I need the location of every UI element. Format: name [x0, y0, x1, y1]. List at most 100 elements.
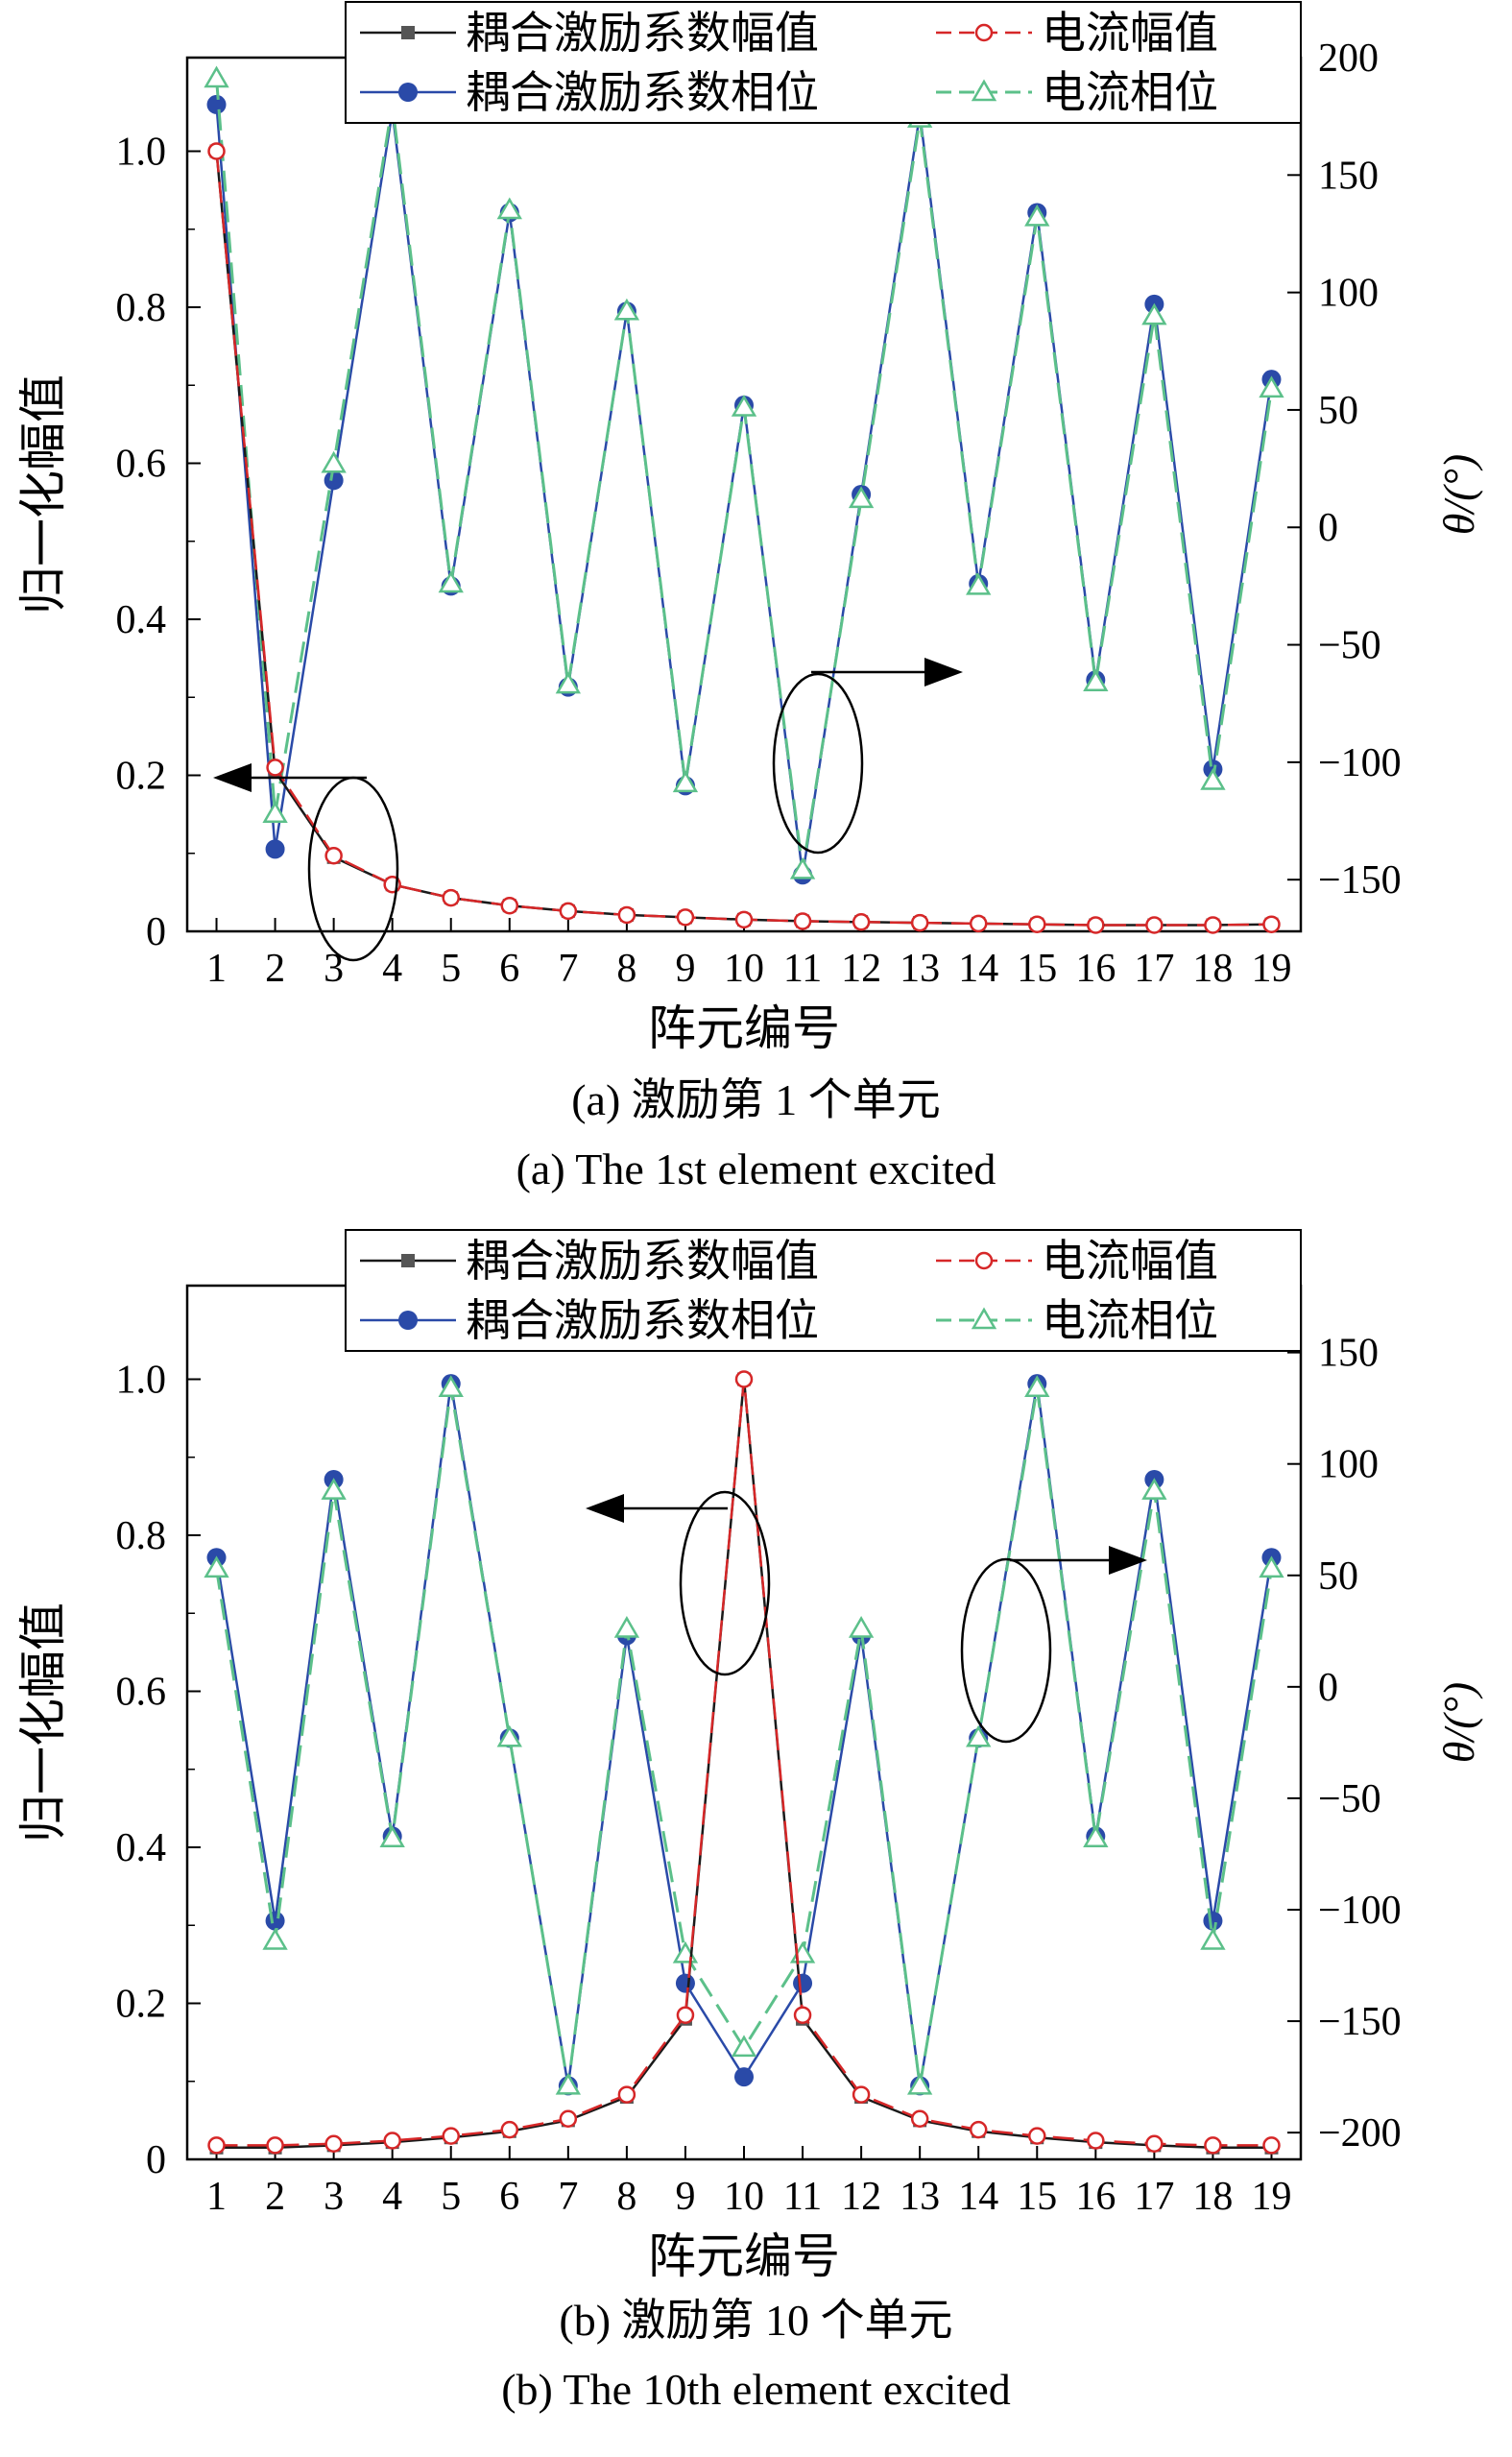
annotation-ellipse: [772, 672, 864, 855]
data-point-open-triangle: [848, 1616, 875, 1638]
legend-marker: [398, 83, 418, 102]
data-point-open-circle: [559, 2109, 578, 2128]
plot-frame: [185, 56, 1303, 933]
data-point-open-circle: [1145, 2134, 1164, 2153]
y-tick-label: 0.6: [116, 1671, 167, 1715]
data-point-open-triangle: [438, 1375, 464, 1398]
data-point-open-triangle: [555, 671, 582, 694]
data-point-open-circle: [1145, 916, 1164, 934]
data-point-open-circle: [852, 2085, 871, 2104]
x-tick-label: 12: [841, 947, 881, 991]
x-tick-label: 13: [900, 2175, 940, 2219]
data-point-open-circle: [1087, 2132, 1105, 2150]
data-point-open-triangle: [613, 1616, 640, 1638]
data-point-open-triangle: [438, 570, 464, 593]
legend-label: 耦合激励系数幅值: [466, 9, 819, 58]
data-point-filled-circle: [734, 2067, 754, 2087]
x-tick-label: 12: [841, 2175, 881, 2219]
y-tick-label: 0.2: [116, 755, 167, 799]
series-circle: [206, 94, 1282, 885]
x-tick-label: 18: [1192, 947, 1233, 991]
data-point-open-triangle: [789, 856, 816, 879]
data-point-open-triangle: [496, 1724, 522, 1747]
y2-tick-label: 100: [1318, 272, 1379, 316]
data-point-open-circle: [734, 910, 754, 929]
series-line: [215, 78, 1273, 872]
data-point-open-circle: [1262, 2136, 1281, 2155]
data-point-open-circle: [500, 896, 519, 915]
data-point-open-triangle: [1141, 1478, 1167, 1500]
data-point-open-circle: [1028, 2127, 1046, 2145]
data-point-open-circle: [617, 2085, 636, 2104]
x-tick-label: 5: [441, 947, 461, 991]
data-point-open-triangle: [613, 298, 640, 321]
x-axis-title: 阵元编号: [648, 2229, 840, 2283]
legend-marker: [974, 23, 994, 42]
data-point-open-circle: [1262, 915, 1281, 933]
x-tick-label: 4: [382, 2175, 402, 2219]
x-tick-label: 9: [675, 2175, 695, 2219]
x-axis-title: 阵元编号: [648, 1001, 840, 1055]
x-tick-label: 3: [324, 947, 344, 991]
y-tick-label: 0.2: [116, 1983, 167, 2027]
data-point-open-triangle: [204, 1555, 229, 1578]
y2-tick-label: 200: [1318, 36, 1379, 81]
y-axis-title: 归一化幅值: [16, 374, 70, 614]
y2-tick-label: 150: [1318, 1332, 1379, 1376]
data-point-open-triangle: [731, 394, 757, 417]
y-tick-label: 0.4: [116, 1826, 167, 1870]
y2-tick-label: −50: [1318, 624, 1381, 668]
legend-marker: [971, 79, 997, 102]
series-circle: [206, 1374, 1282, 2096]
x-tick-label: 4: [382, 947, 402, 991]
annotation-ellipse: [679, 1490, 771, 1676]
y-axis-title: 归一化幅值: [16, 1602, 70, 1843]
y2-tick-label: 0: [1318, 1666, 1338, 1710]
annotation-arrowhead: [586, 1494, 624, 1523]
x-tick-label: 14: [958, 2175, 998, 2219]
data-point-open-triangle: [1024, 204, 1050, 227]
annotation-arrowhead: [213, 763, 252, 792]
x-tick-label: 9: [675, 947, 695, 991]
x-tick-label: 7: [558, 2175, 578, 2219]
y-tick-label: 0.8: [116, 1514, 167, 1558]
x-tick-label: 5: [441, 2175, 461, 2219]
data-point-open-circle: [617, 905, 636, 925]
series-triangle-open: [204, 1375, 1284, 2095]
data-point-open-triangle: [204, 65, 229, 88]
caption-en: (a) The 1st element excited: [516, 1144, 996, 1193]
legend-marker: [974, 1251, 994, 1270]
y2-tick-label: 50: [1318, 1554, 1358, 1599]
data-point-open-circle: [910, 2109, 929, 2128]
data-point-open-triangle: [379, 1825, 405, 1847]
y-tick-label: 0: [146, 910, 166, 954]
x-tick-label: 13: [900, 947, 940, 991]
data-point-open-circle: [1204, 2136, 1222, 2155]
data-point-open-circle: [266, 2136, 284, 2155]
y2-tick-label: 0: [1318, 506, 1338, 550]
data-point-filled-circle: [793, 1973, 813, 1993]
y-tick-label: 0.6: [116, 443, 167, 487]
x-tick-label: 10: [724, 2175, 764, 2219]
x-tick-label: 19: [1251, 2175, 1291, 2219]
data-point-open-circle: [324, 846, 343, 865]
data-point-open-circle: [324, 2134, 343, 2153]
x-tick-label: 1: [206, 2175, 227, 2219]
x-tick-label: 17: [1134, 947, 1174, 991]
legend-marker: [971, 1307, 997, 1330]
x-tick-label: 16: [1075, 947, 1116, 991]
data-point-open-triangle: [848, 486, 875, 509]
annotation-ellipse: [960, 1557, 1052, 1744]
data-point-open-circle: [676, 2006, 695, 2024]
data-point-open-circle: [266, 759, 284, 777]
data-point-open-circle: [969, 2120, 988, 2139]
data-point-open-triangle: [1200, 1928, 1226, 1950]
data-point-open-triangle: [1083, 669, 1109, 691]
data-point-open-triangle: [1259, 1555, 1284, 1578]
legend-label: 电流幅值: [1042, 9, 1218, 58]
annotation-ellipse: [307, 776, 399, 962]
series-line: [215, 151, 1272, 927]
y2-axis-title: θ/(°): [1434, 1682, 1483, 1763]
data-point-open-circle: [207, 142, 226, 160]
